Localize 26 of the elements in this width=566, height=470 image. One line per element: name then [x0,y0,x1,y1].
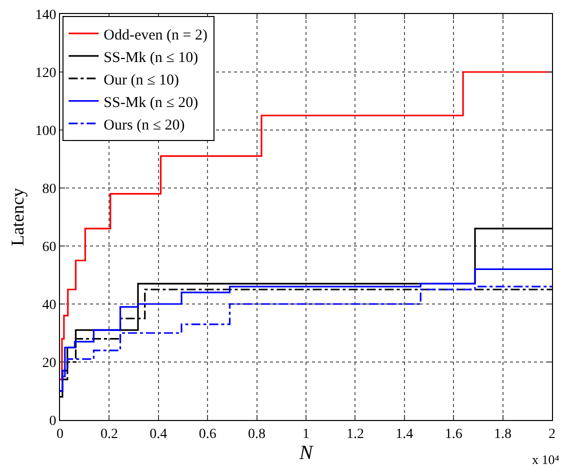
x-tick-label: 2 [548,426,556,442]
x-tick-label: 0.6 [198,426,216,442]
x-tick-label: 0.4 [150,426,168,442]
y-tick-label: 40 [42,298,56,313]
y-tick-label: 0 [49,414,56,429]
y-tick-label: 20 [42,356,56,371]
x-tick-label: 1.2 [346,426,364,442]
y-tick-label: 120 [35,66,56,81]
y-axis-title: Latency [7,188,28,246]
x-tick-label: 1.6 [444,426,462,442]
y-tick-label: 80 [42,182,56,197]
x-tick-label: 1.8 [494,426,512,442]
text: x 10⁴ [532,452,560,467]
x-axis-title: N [298,442,314,464]
y-tick-label: 60 [42,240,56,255]
x-tick-label: 1 [302,426,310,442]
legend-label: SS-Mk (n ≤ 10) [104,50,198,66]
legend-label: Ours (n ≤ 20) [104,117,185,134]
legend-label: Odd-even (n = 2) [104,27,208,44]
x-tick-label: 1.4 [396,426,414,442]
x-tick-label: 0.2 [100,426,118,442]
x-tick-label: 0.8 [248,426,266,442]
legend-label: SS-Mk (n ≤ 20) [104,94,198,111]
y-tick-label: 100 [35,124,56,139]
y-tick-label: 140 [35,8,56,23]
legend-label: Our (n ≤ 10) [104,72,179,88]
